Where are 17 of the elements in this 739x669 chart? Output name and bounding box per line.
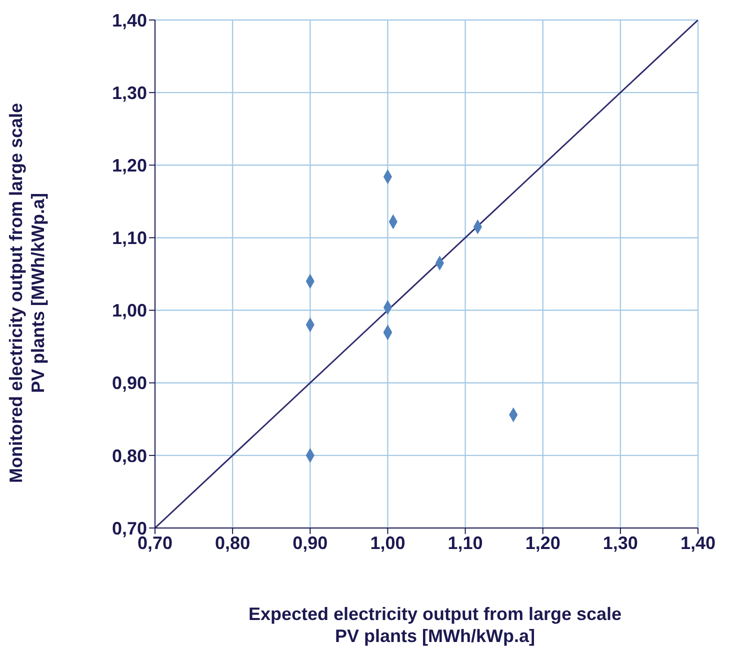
y-axis-title: Monitored electricity output from large scale PV plants [MWh/kWp.a]	[6, 102, 48, 484]
x-tick-label: 1,00	[370, 532, 406, 553]
x-tick-label: 1,40	[680, 532, 716, 553]
y-tick-label: 1,00	[112, 300, 147, 321]
y-tick-label: 0,70	[112, 518, 147, 538]
x-tick-label: 1,20	[525, 532, 560, 553]
x-tick-label: 1,10	[448, 532, 483, 553]
x-tick-label: 1,30	[602, 532, 638, 553]
y-tick-label: 0,90	[112, 373, 147, 394]
y-tick-label: 1,10	[112, 228, 147, 248]
y-tick-label: 0,80	[112, 446, 147, 466]
x-axis-title: Expected electricity output from large scale PV plants [MWh/kWp.a]	[248, 604, 622, 646]
y-tick-label: 1,20	[112, 156, 147, 176]
x-tick-label: 0,90	[292, 532, 328, 553]
y-tick-label: 1,40	[112, 10, 147, 30]
y-tick-label: 1,30	[112, 82, 147, 103]
x-tick-label: 0,80	[215, 532, 250, 553]
